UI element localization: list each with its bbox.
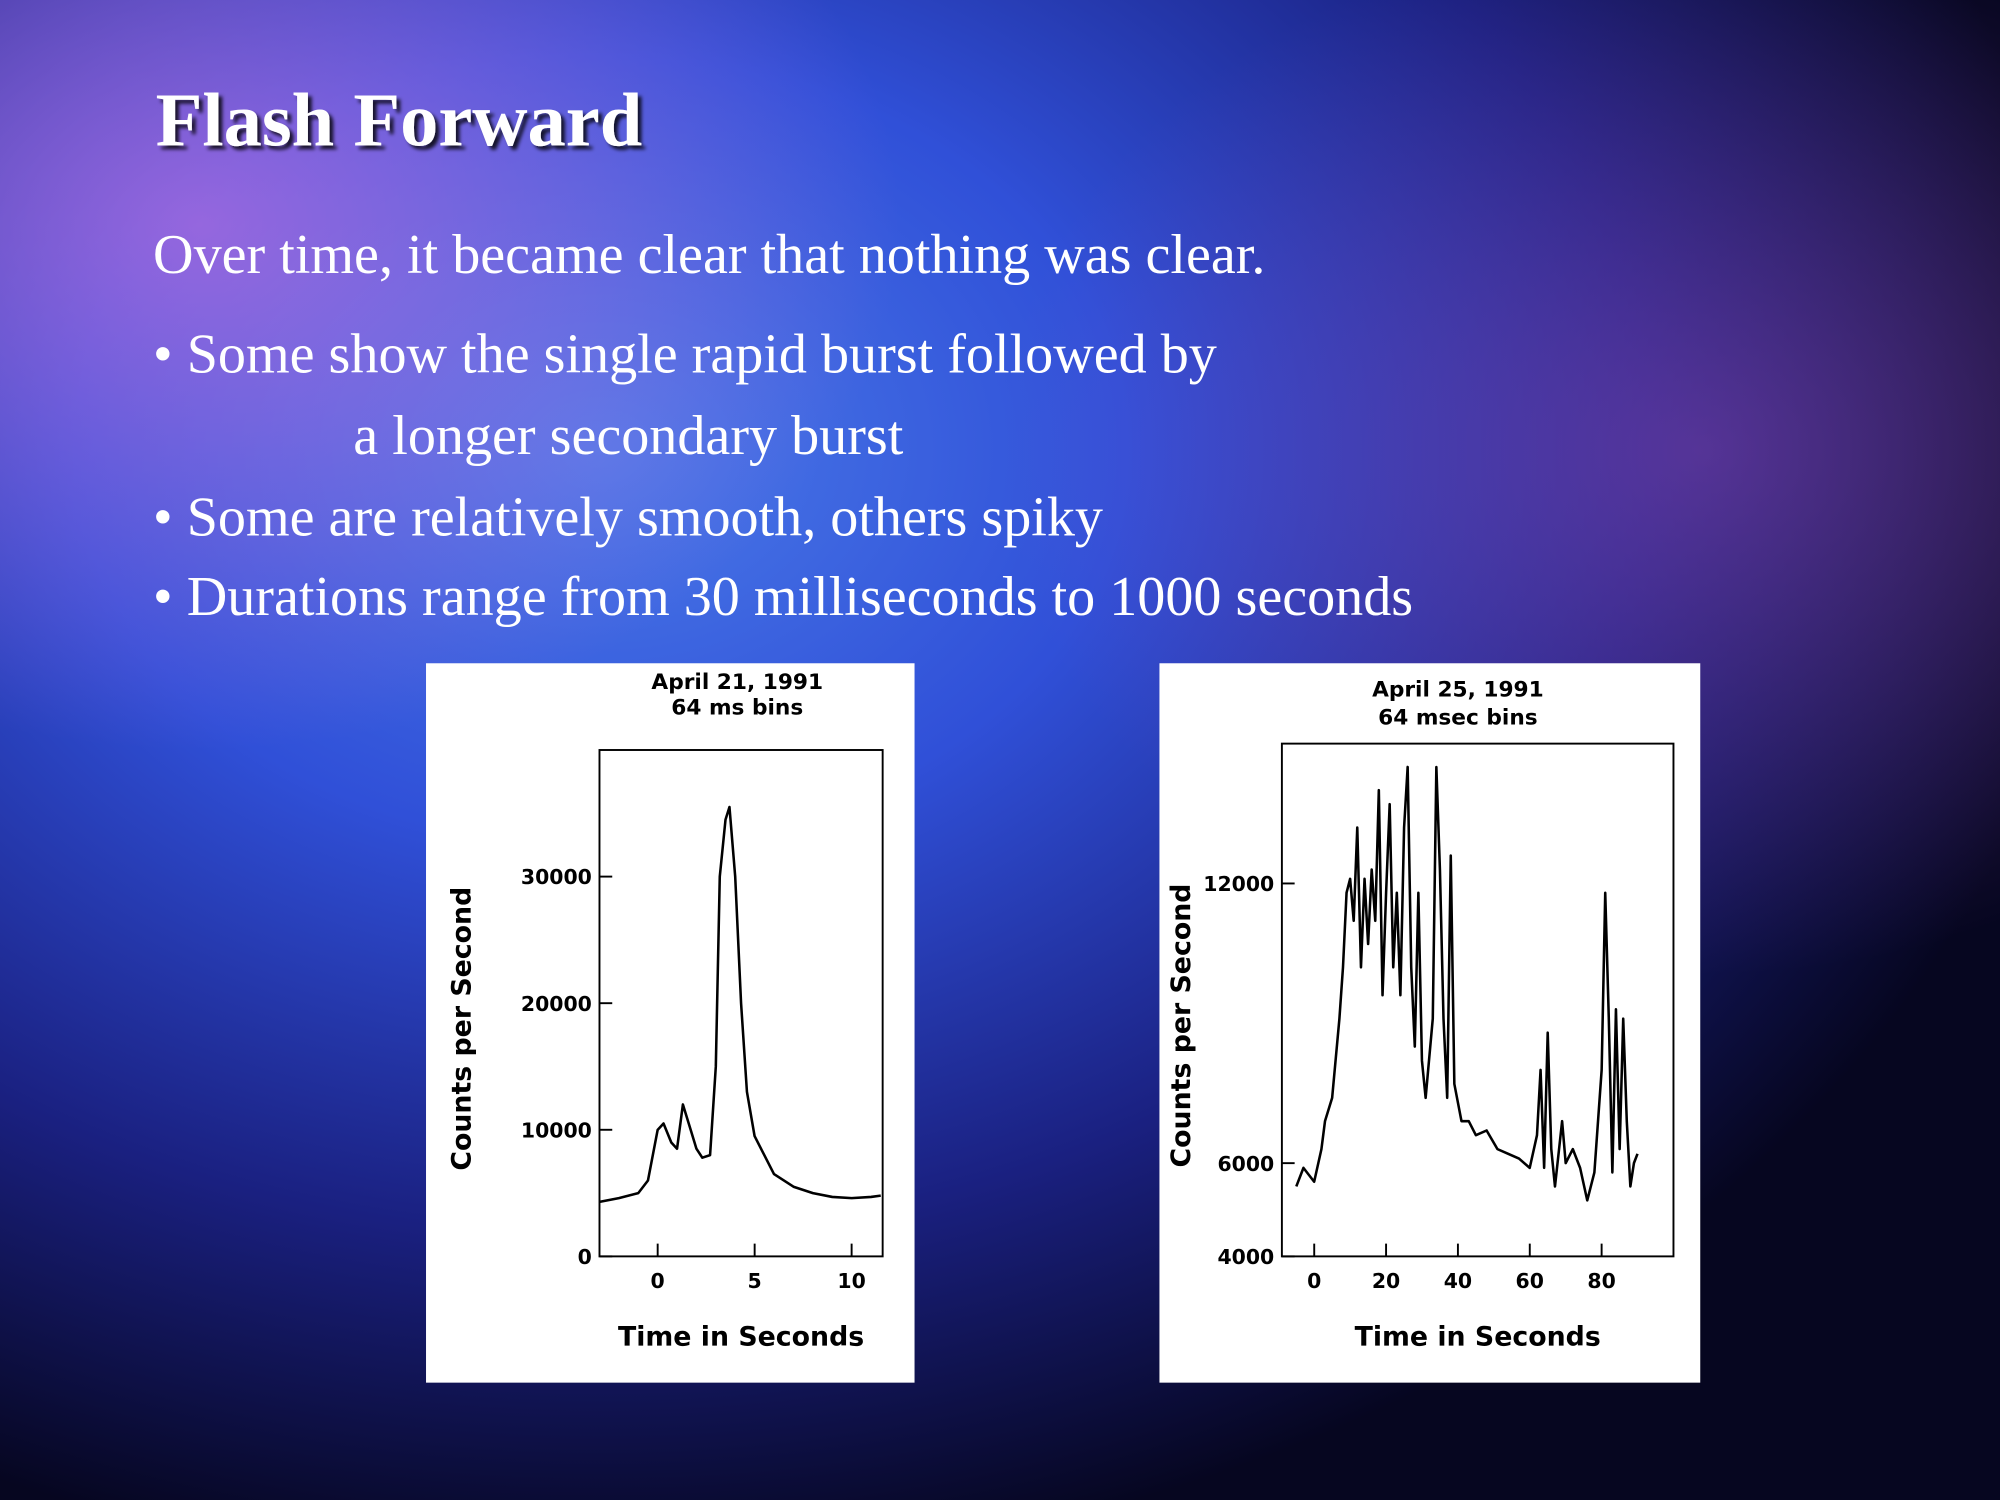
x-tick-label: 0 — [1307, 1269, 1321, 1293]
y-tick-label: 0 — [578, 1245, 592, 1269]
x-axis-label: Time in Seconds — [1355, 1322, 1601, 1353]
chart-title: April 21, 1991 — [651, 670, 823, 695]
y-tick-label: 4000 — [1217, 1245, 1274, 1269]
bullet: • Some are relatively smooth, others spi… — [153, 487, 1103, 549]
data-line — [1295, 765, 1639, 1202]
bullet: • Some show the single rapid burst follo… — [153, 323, 1217, 385]
chart: April 25, 1991 64 msec bins 4000 6000 12000 0… — [1159, 663, 1701, 1383]
y-tick-label: 10000 — [521, 1118, 592, 1142]
chart-title: April 25, 1991 — [1372, 677, 1544, 702]
plot-frame — [1280, 742, 1675, 1258]
y-axis-label: Counts per Second — [1166, 884, 1197, 1168]
x-axis-label: Time in Seconds — [618, 1322, 864, 1353]
chart-subtitle: 64 msec bins — [1378, 705, 1538, 730]
y-tick-label: 6000 — [1217, 1152, 1274, 1176]
y-tick-label: 20000 — [521, 992, 592, 1016]
y-axis-label: Counts per Second — [447, 887, 478, 1171]
slide-title: Flash Forward — [156, 77, 643, 162]
x-tick-label: 5 — [748, 1269, 762, 1293]
x-tick-label: 10 — [837, 1269, 865, 1293]
x-tick-label: 40 — [1444, 1269, 1472, 1293]
data-line — [599, 805, 881, 1204]
x-tick-label: 80 — [1587, 1269, 1615, 1293]
chart-panel — [1159, 663, 1701, 1383]
bullet-continuation: a longer secondary burst — [353, 405, 903, 467]
intro: Over time, it became clear that nothing … — [153, 224, 1265, 286]
chart-panel — [426, 663, 915, 1383]
bullet: • Durations range from 30 milliseconds t… — [153, 566, 1413, 628]
x-tick-label: 0 — [651, 1269, 665, 1293]
x-tick-label: 60 — [1516, 1269, 1544, 1293]
x-tick-label: 20 — [1372, 1269, 1400, 1293]
chart-subtitle: 64 ms bins — [671, 695, 803, 720]
y-tick-label: 12000 — [1203, 872, 1274, 896]
y-tick-label: 30000 — [521, 865, 592, 889]
